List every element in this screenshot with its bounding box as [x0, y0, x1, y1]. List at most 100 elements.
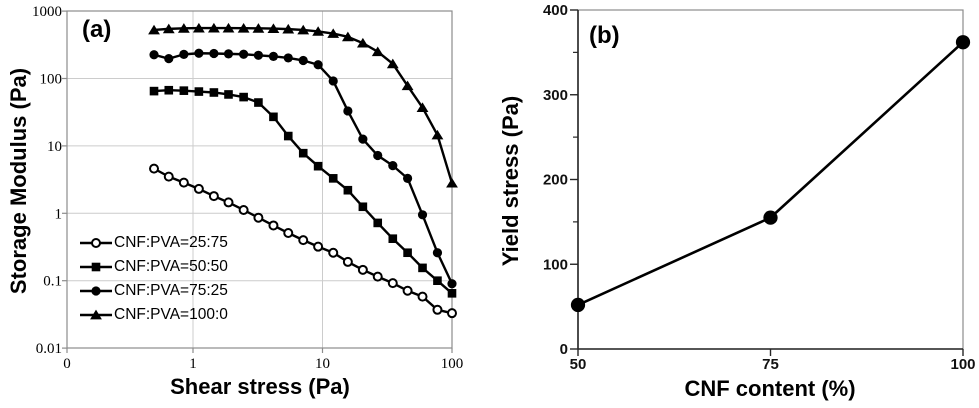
- panel-label-b: (b): [589, 22, 620, 49]
- filled-square-marker-icon: [298, 148, 308, 158]
- y-tick-label: 10: [47, 139, 62, 155]
- filled-circle-marker-icon: [343, 106, 353, 116]
- y-tick-label: 0.1: [43, 274, 62, 290]
- filled-square-marker-icon: [433, 276, 442, 285]
- filled-circle-marker-icon: [164, 54, 174, 64]
- y-tick-label: 0.01: [36, 341, 62, 357]
- filled-triangle-marker-icon: [431, 129, 444, 140]
- filled-circle-marker-icon: [955, 35, 971, 50]
- legend-label: CNF:PVA=75:25: [114, 282, 228, 299]
- filled-triangle-marker-icon: [222, 22, 235, 33]
- y-tick-label: 400: [543, 2, 568, 19]
- filled-triangle-marker-icon: [237, 22, 250, 33]
- legend-item: CNF:PVA=50:50: [80, 258, 228, 275]
- series-line: [577, 41, 964, 307]
- panel-label-a: (a): [82, 16, 112, 43]
- open-circle-marker-icon: [432, 304, 443, 315]
- open-circle-marker-icon: [149, 163, 160, 174]
- filled-square-marker-icon: [269, 112, 278, 122]
- filled-triangle-marker-icon: [386, 58, 399, 69]
- open-circle-marker-icon: [253, 212, 264, 223]
- x-tick-label: 1: [189, 356, 197, 372]
- open-circle-marker-icon: [223, 197, 234, 208]
- filled-circle-marker-icon: [402, 173, 413, 183]
- plot-border: [577, 9, 964, 350]
- filled-square-marker-icon: [403, 248, 412, 258]
- filled-circle-marker-icon: [223, 49, 234, 59]
- open-circle-marker-icon: [193, 183, 204, 194]
- filled-circle-marker-icon: [373, 150, 383, 161]
- filled-circle-marker-icon: [149, 50, 159, 60]
- filled-square-marker-icon: [388, 234, 398, 243]
- filled-triangle-marker-icon: [401, 80, 414, 91]
- filled-circle-marker-icon: [179, 49, 189, 59]
- filled-triangle-marker-icon: [207, 22, 220, 33]
- x-tick-label: 100: [950, 356, 975, 373]
- open-circle-marker-icon: [238, 204, 249, 215]
- filled-circle-marker-icon: [239, 49, 249, 59]
- y-tick-label: 100: [543, 256, 568, 273]
- filled-square-marker-icon: [179, 86, 189, 95]
- x-tick-label: 0: [63, 356, 71, 372]
- filled-square-marker-icon: [313, 161, 323, 171]
- y-tick-label: 1: [55, 206, 63, 222]
- filled-square-marker-icon: [418, 263, 427, 273]
- chart-a-y-axis-title: Storage Modulus (Pa): [6, 67, 31, 295]
- filled-circle-marker-icon: [328, 76, 338, 86]
- filled-triangle-marker-icon: [282, 23, 295, 34]
- filled-triangle-marker-icon: [177, 23, 190, 33]
- legend-item: CNF:PVA=100:0: [80, 306, 228, 323]
- x-tick-label: 10: [315, 356, 330, 372]
- legend-label: CNF:PVA=50:50: [114, 258, 228, 275]
- open-circle-marker-icon: [298, 235, 309, 246]
- filled-circle-marker-icon: [194, 48, 204, 58]
- filled-triangle-marker-icon: [341, 31, 354, 42]
- filled-triangle-marker-icon: [446, 177, 458, 188]
- filled-triangle-marker-icon: [416, 102, 429, 113]
- legend-item: CNF:PVA=75:25: [80, 282, 228, 299]
- filled-square-marker-icon: [209, 88, 219, 97]
- y-tick-label: 100: [40, 72, 63, 88]
- chart-a-x-axis-title: Shear stress (Pa): [170, 374, 350, 399]
- open-circle-marker-icon: [372, 271, 383, 282]
- filled-circle-marker-icon: [313, 60, 323, 70]
- legend-item: CNF:PVA=25:75: [80, 234, 228, 251]
- filled-square-marker-icon: [224, 90, 233, 99]
- y-tick-label: 200: [543, 172, 568, 189]
- open-circle-marker-icon: [342, 256, 353, 267]
- filled-square-marker-icon: [239, 92, 248, 102]
- filled-circle-marker-icon: [209, 48, 219, 59]
- open-circle-marker-icon: [417, 291, 428, 302]
- y-tick-label: 1000: [32, 4, 62, 20]
- filled-square-marker-icon: [373, 218, 383, 228]
- filled-circle-marker-icon: [253, 50, 264, 60]
- filled-square-marker-icon: [254, 98, 263, 107]
- filled-circle-marker-icon: [417, 210, 428, 220]
- filled-triangle-marker-icon: [192, 22, 205, 33]
- open-circle-marker-icon: [387, 278, 398, 289]
- filled-square-marker-icon: [447, 289, 457, 298]
- filled-square-marker-icon: [343, 185, 353, 195]
- legend: CNF:PVA=25:75 CNF:PVA=50:50 CNF:PVA=75:2…: [80, 234, 228, 332]
- filled-square-marker-icon: [328, 174, 338, 183]
- open-circle-marker-icon: [178, 177, 189, 188]
- filled-circle-marker-icon: [80, 286, 112, 296]
- filled-square-marker-icon: [358, 202, 368, 212]
- open-circle-marker-icon: [313, 241, 324, 252]
- filled-triangle-marker-icon: [252, 23, 265, 33]
- y-tick-label: 300: [543, 87, 568, 104]
- filled-triangle-marker-icon: [312, 26, 325, 36]
- filled-square-marker-icon: [194, 87, 204, 96]
- filled-triangle-marker-icon: [371, 46, 384, 57]
- open-circle-marker-icon: [328, 247, 339, 258]
- filled-circle-marker-icon: [447, 279, 457, 289]
- open-circle-marker-icon: [268, 220, 279, 231]
- open-circle-marker-icon: [402, 285, 413, 296]
- legend-label: CNF:PVA=100:0: [114, 306, 228, 323]
- open-circle-marker-icon: [283, 228, 294, 239]
- filled-triangle-marker-icon: [148, 24, 160, 35]
- filled-circle-marker-icon: [763, 210, 778, 225]
- filled-triangle-marker-icon: [267, 23, 280, 33]
